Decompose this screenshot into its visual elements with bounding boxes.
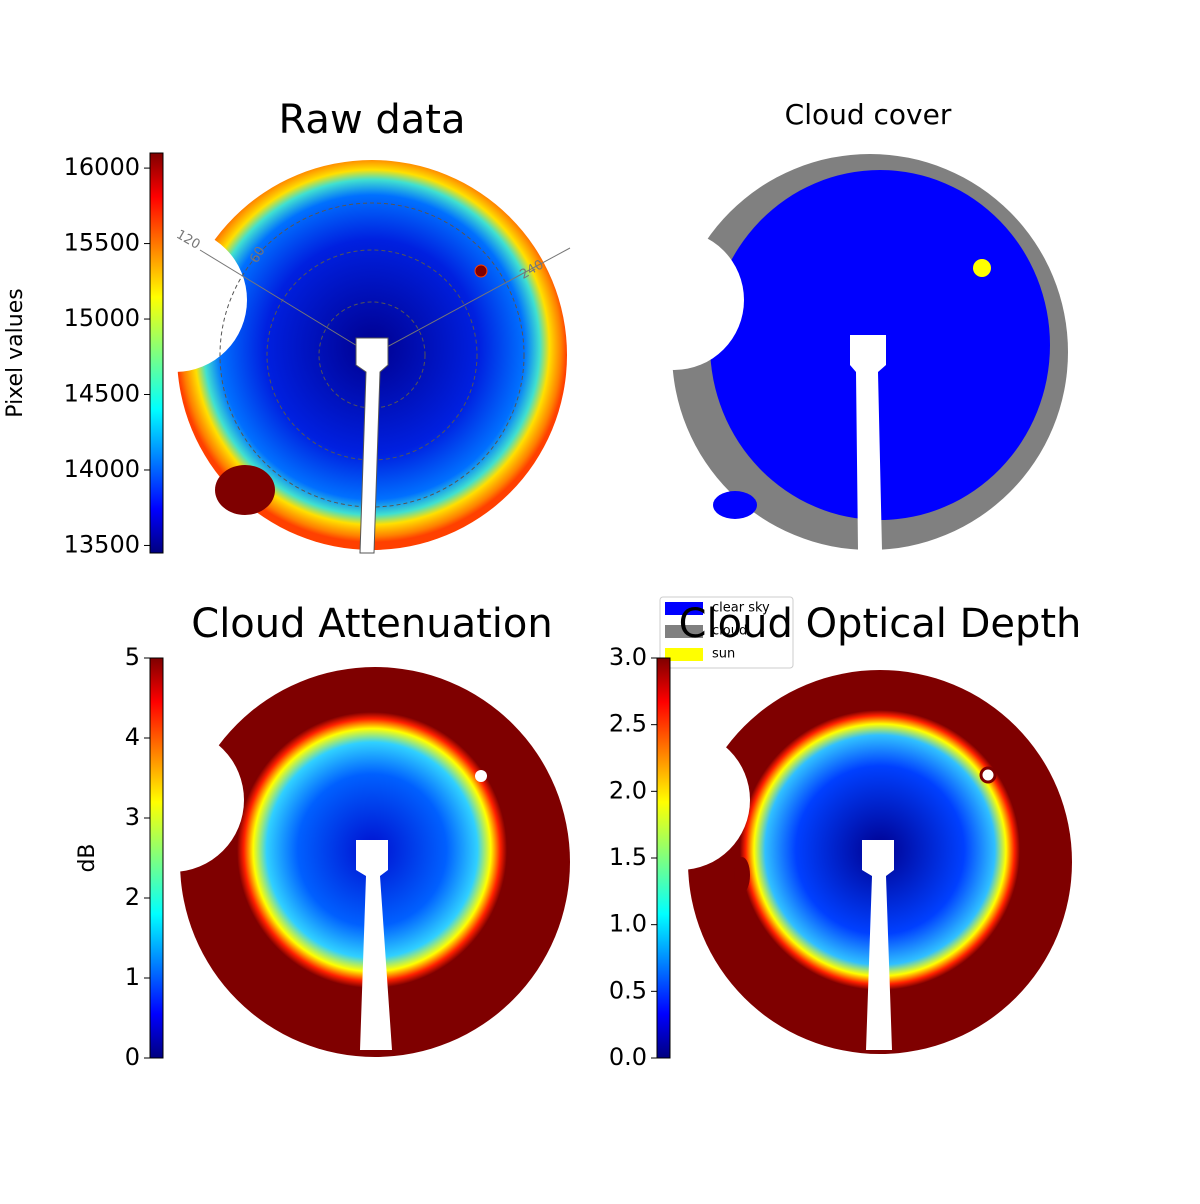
colorbar-tick-label: 16000 xyxy=(64,153,140,181)
colorbar-tick-label: 2 xyxy=(125,883,140,911)
colorbar-tick-label: 15000 xyxy=(64,304,140,332)
attenuation-image xyxy=(100,667,570,1057)
legend-label: clear sky xyxy=(712,601,770,616)
colorbar-tick-label: 3 xyxy=(125,803,140,831)
colorbar-tick-label: 0 xyxy=(125,1043,140,1071)
raw-image xyxy=(103,160,571,554)
colorbar-tick-label: 13500 xyxy=(64,530,140,558)
colorbar xyxy=(149,152,164,554)
panel-title: Cloud cover xyxy=(785,98,952,131)
colorbar-tick-label: 1 xyxy=(125,963,140,991)
colorbar-tick-label: 2.5 xyxy=(609,710,647,738)
legend-swatch xyxy=(665,625,703,638)
colorbar-label: dB xyxy=(75,843,100,872)
legend-label: cloud xyxy=(712,624,747,639)
colorbar-tick-label: 3.0 xyxy=(609,643,647,671)
colorbar-tick-label: 1.5 xyxy=(609,843,647,871)
colorbar-tick-label: 15500 xyxy=(64,229,140,257)
legend-swatch xyxy=(665,648,703,661)
legend-swatch xyxy=(665,602,703,615)
colorbar xyxy=(656,657,671,1059)
colorbar xyxy=(149,657,164,1059)
colorbar-label: Pixel values xyxy=(3,288,28,417)
colorbar-tick-label: 1.0 xyxy=(609,910,647,938)
panel-title: Raw data xyxy=(279,97,466,143)
colorbar-tick-label: 14000 xyxy=(64,455,140,483)
colorbar-tick-label: 0.5 xyxy=(609,976,647,1004)
legend-label: sun xyxy=(712,647,735,662)
optical-depth-image xyxy=(610,670,1072,1054)
colorbar-tick-label: 0.0 xyxy=(609,1043,647,1071)
panel-title: Cloud Attenuation xyxy=(191,601,552,647)
colorbar-tick-label: 4 xyxy=(125,723,140,751)
colorbar-tick-label: 5 xyxy=(125,643,140,671)
colorbar-tick-label: 14500 xyxy=(64,380,140,408)
angle-label: 60 xyxy=(247,244,268,266)
cloud-cover-image xyxy=(604,154,1068,550)
panel-title: Cloud Optical Depth xyxy=(679,601,1082,647)
charts: Raw data12060240135001400014500150001550… xyxy=(3,97,1081,1071)
colorbar-tick-label: 2.0 xyxy=(609,776,647,804)
